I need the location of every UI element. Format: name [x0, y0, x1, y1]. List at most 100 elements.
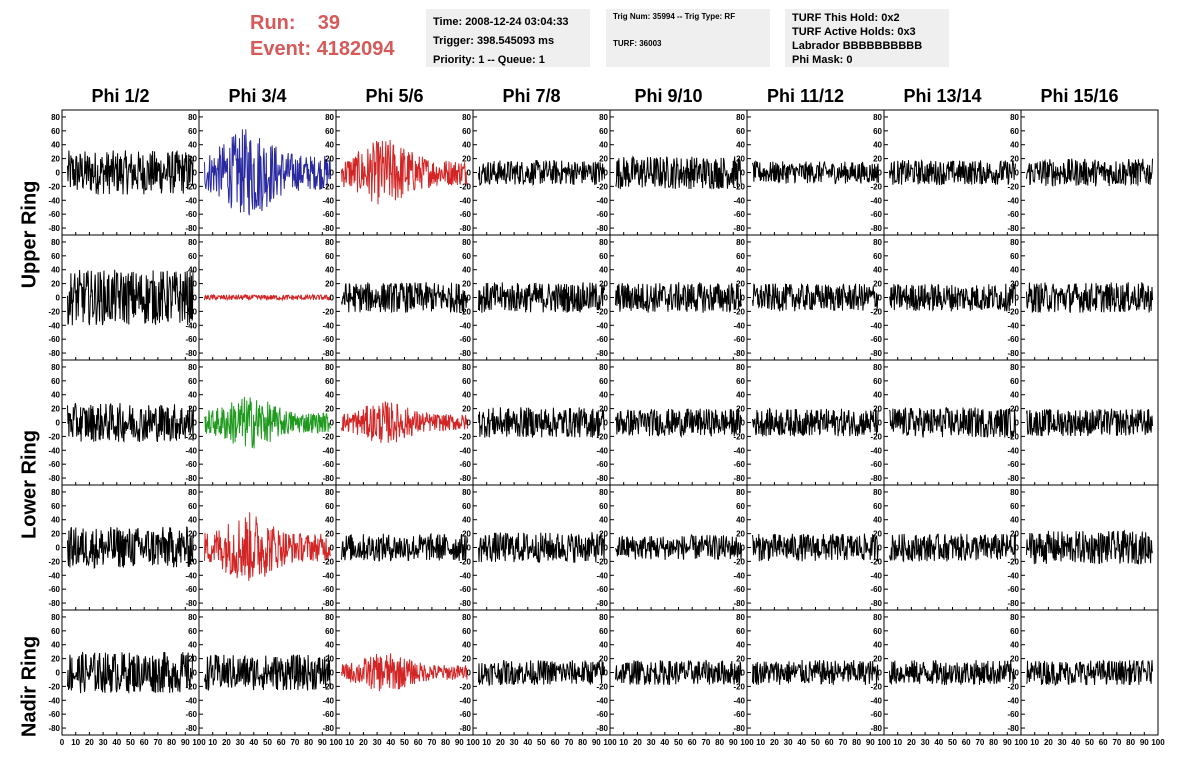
- y-tick-label: 40: [873, 516, 882, 525]
- x-tick-label: 0: [60, 738, 65, 747]
- panel-frame: [1020, 609, 1159, 736]
- turf-info-panel: TURF This Hold: 0x2 TURF Active Holds: 0…: [785, 9, 949, 67]
- x-tick-label: 60: [277, 738, 286, 747]
- y-tick-label: 80: [462, 238, 471, 247]
- y-tick-label: -40: [48, 571, 60, 580]
- y-tick-label: 40: [51, 641, 60, 650]
- y-tick-label: -80: [322, 724, 334, 733]
- y-tick-label: 60: [736, 252, 745, 261]
- y-tick-label: 0: [330, 544, 335, 553]
- waveform-trace: [1026, 529, 1153, 565]
- y-tick-label: -20: [185, 682, 197, 691]
- y-tick-label: -60: [48, 585, 60, 594]
- y-tick-label: 40: [325, 266, 334, 275]
- x-tick-label: 100: [192, 738, 206, 747]
- trig-num-text: Trig Num: 35994 -- Trig Type: RF: [613, 12, 736, 21]
- y-tick-label: 60: [736, 502, 745, 511]
- y-tick-label: 0: [467, 544, 472, 553]
- y-tick-label: 60: [736, 127, 745, 136]
- y-tick-label: 40: [736, 141, 745, 150]
- x-tick-label: 100: [1151, 738, 1165, 747]
- x-tick-label: 80: [167, 738, 176, 747]
- x-tick-label: 60: [551, 738, 560, 747]
- y-tick-label: -40: [185, 696, 197, 705]
- waveform-trace: [889, 660, 1016, 686]
- y-tick-label: 0: [741, 419, 746, 428]
- y-tick-label: -40: [596, 196, 608, 205]
- y-tick-label: -80: [322, 599, 334, 608]
- y-tick-label: -60: [733, 585, 745, 594]
- x-tick-label: 20: [1044, 738, 1053, 747]
- y-tick-label: 20: [325, 655, 334, 664]
- y-tick-label: 40: [462, 266, 471, 275]
- x-tick-label: 100: [329, 738, 343, 747]
- y-tick-label: -80: [48, 349, 60, 358]
- waveform-trace: [752, 407, 879, 437]
- y-tick-label: 0: [878, 169, 883, 178]
- y-tick-label: -80: [596, 599, 608, 608]
- y-tick-label: -40: [870, 571, 882, 580]
- x-tick-label: 40: [660, 738, 669, 747]
- y-tick-label: -80: [185, 599, 197, 608]
- y-tick-label: -40: [459, 696, 471, 705]
- y-tick-label: -80: [322, 349, 334, 358]
- y-tick-label: 0: [330, 669, 335, 678]
- y-tick-label: -20: [48, 557, 60, 566]
- y-tick-label: -40: [1007, 196, 1019, 205]
- x-tick-label: 10: [893, 738, 902, 747]
- y-tick-label: 0: [1015, 669, 1020, 678]
- y-tick-label: -60: [870, 460, 882, 469]
- y-tick-label: -40: [733, 446, 745, 455]
- y-tick-label: -80: [459, 724, 471, 733]
- waveform-trace: [478, 660, 605, 687]
- x-tick-label: 40: [112, 738, 121, 747]
- y-tick-label: 20: [188, 280, 197, 289]
- waveform-trace: [67, 526, 194, 569]
- y-tick-label: -40: [48, 321, 60, 330]
- y-tick-label: 60: [599, 252, 608, 261]
- y-tick-label: 40: [188, 641, 197, 650]
- y-tick-label: 40: [188, 266, 197, 275]
- y-tick-label: 40: [462, 641, 471, 650]
- y-tick-label: 0: [1015, 169, 1020, 178]
- y-tick-label: 20: [736, 155, 745, 164]
- x-tick-label: 40: [523, 738, 532, 747]
- y-tick-label: 20: [873, 530, 882, 539]
- y-tick-label: -60: [596, 460, 608, 469]
- y-tick-label: -40: [870, 696, 882, 705]
- y-tick-label: 20: [325, 155, 334, 164]
- waveform-trace: [478, 407, 605, 438]
- y-tick-label: 80: [462, 613, 471, 622]
- y-tick-label: -20: [596, 432, 608, 441]
- y-tick-label: 80: [462, 113, 471, 122]
- y-tick-label: 0: [467, 669, 472, 678]
- y-tick-label: 20: [325, 405, 334, 414]
- y-tick-label: 80: [188, 113, 197, 122]
- y-tick-label: 0: [56, 669, 61, 678]
- y-tick-label: -40: [733, 196, 745, 205]
- y-tick-label: -60: [48, 335, 60, 344]
- time-info-panel: Time: 2008-12-24 03:04:33 Trigger: 398.5…: [426, 9, 590, 67]
- y-tick-label: -60: [1007, 210, 1019, 219]
- y-tick-label: -60: [185, 460, 197, 469]
- waveform-trace: [889, 533, 1016, 563]
- waveform-trace: [204, 129, 331, 216]
- y-tick-label: 0: [467, 419, 472, 428]
- y-tick-label: 40: [51, 516, 60, 525]
- y-tick-label: 80: [599, 613, 608, 622]
- y-tick-label: -20: [48, 682, 60, 691]
- x-tick-label: 50: [811, 738, 820, 747]
- y-tick-label: 20: [325, 280, 334, 289]
- y-tick-label: -20: [185, 432, 197, 441]
- y-tick-label: -80: [1007, 224, 1019, 233]
- y-tick-label: 20: [599, 280, 608, 289]
- y-tick-label: 40: [736, 516, 745, 525]
- y-tick-label: 40: [325, 141, 334, 150]
- waveform-trace: [752, 659, 879, 685]
- waveform-trace: [615, 408, 742, 439]
- x-tick-label: 30: [1058, 738, 1067, 747]
- y-tick-label: -60: [596, 710, 608, 719]
- y-tick-label: 20: [736, 280, 745, 289]
- y-tick-label: 60: [1010, 377, 1019, 386]
- x-tick-label: 80: [989, 738, 998, 747]
